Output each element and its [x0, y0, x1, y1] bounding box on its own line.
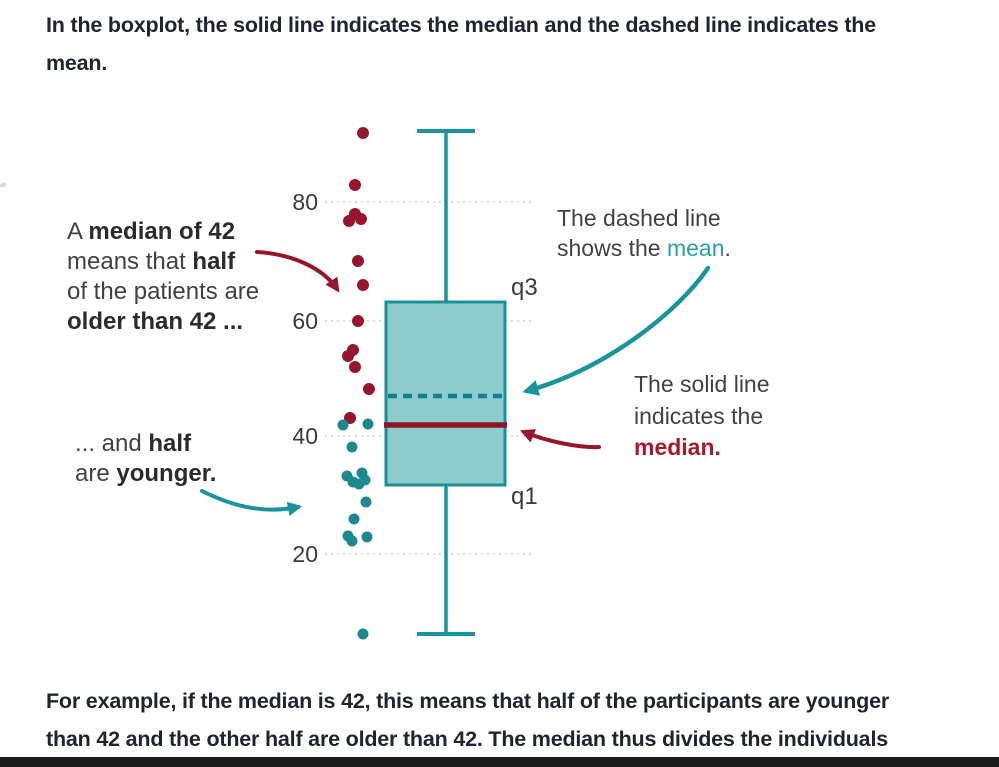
text-segment: .: [724, 235, 731, 261]
annotation-median-right-line3: median.: [634, 432, 770, 464]
data-point-older: [352, 255, 364, 267]
annotation-mean-line1: The dashed line: [557, 203, 731, 233]
text-segment-bold: older than 42 ...: [67, 308, 244, 335]
example-line-1: For example, if the median is 42, this m…: [46, 689, 890, 713]
data-point-younger: [348, 513, 360, 525]
text-segment: of the patients are: [67, 278, 260, 305]
data-point-younger: [357, 628, 369, 640]
annotation-median-right-line1: The solid line: [634, 369, 770, 401]
mean-word: mean: [666, 235, 725, 261]
arrow-mean-right: [522, 265, 711, 396]
annotation-younger-line1: ... and half: [75, 429, 216, 459]
text-segment-bold: half: [192, 248, 236, 275]
data-point-older: [363, 383, 375, 395]
text-segment-bold: median of 42: [88, 218, 236, 245]
y-tick-20: 20: [292, 541, 318, 567]
annotation-median-left: A median of 42 means that half of the pa…: [67, 217, 259, 337]
data-point-older: [355, 213, 367, 225]
data-point-older: [342, 350, 354, 362]
text-segment-bold: half: [148, 430, 192, 457]
example-paragraph: For example, if the median is 42, this m…: [46, 682, 889, 758]
data-point-younger: [346, 441, 358, 453]
text-segment: shows the: [557, 235, 667, 261]
data-point-younger: [362, 418, 374, 430]
q1-label: q1: [511, 483, 538, 510]
annotation-younger-left: ... and half are younger.: [75, 429, 216, 489]
data-point-younger: [346, 535, 358, 547]
annotation-median-left-line4: older than 42 ...: [67, 307, 259, 337]
data-point-older: [349, 361, 361, 373]
arrow-median-right: [520, 429, 601, 450]
text-segment: means that: [67, 248, 193, 275]
text-segment: A: [67, 218, 89, 245]
data-point-younger: [361, 531, 373, 543]
data-point-younger: [360, 496, 372, 508]
text-segment: The dashed line: [557, 205, 721, 231]
data-point-older: [357, 279, 369, 291]
annotation-mean-line2: shows the mean.: [557, 233, 731, 263]
text-segment: ... and: [75, 430, 149, 457]
annotation-median-right: The solid line indicates the median.: [634, 369, 770, 464]
data-point-older: [357, 127, 369, 139]
data-point-older: [352, 315, 364, 327]
text-segment: are: [75, 460, 117, 487]
annotation-median-left-line3: of the patients are: [67, 277, 259, 307]
annotation-median-left-line1: A median of 42: [67, 217, 259, 247]
data-point-older: [349, 179, 361, 191]
text-segment: The solid line: [634, 371, 770, 397]
data-point-older: [343, 215, 355, 227]
annotation-median-left-line2: means that half: [67, 247, 259, 277]
arrow-median-left: [255, 250, 340, 293]
intro-paragraph: In the boxplot, the solid line indicates…: [46, 6, 876, 82]
data-point-older: [344, 412, 356, 424]
median-word: median.: [634, 434, 721, 460]
text-segment-bold: younger.: [116, 460, 217, 487]
y-tick-80: 80: [292, 189, 318, 215]
bottom-divider-bar: [0, 757, 999, 767]
intro-line-1: In the boxplot, the solid line indicates…: [46, 13, 876, 37]
arrow-younger-left: [200, 489, 303, 517]
text-segment: indicates the: [634, 402, 764, 429]
data-point-younger: [337, 419, 349, 431]
annotation-younger-line2: are younger.: [75, 459, 216, 489]
example-line-2: than 42 and the other half are older tha…: [46, 727, 888, 751]
annotation-median-right-line2: indicates the: [634, 401, 770, 433]
y-tick-60: 60: [292, 308, 318, 334]
iqr-box: [384, 300, 507, 487]
annotation-mean-right: The dashed line shows the mean.: [557, 203, 731, 263]
intro-line-2: mean.: [46, 51, 108, 75]
data-point-younger: [359, 474, 371, 486]
y-tick-40: 40: [292, 423, 318, 449]
q3-label: q3: [511, 274, 538, 301]
